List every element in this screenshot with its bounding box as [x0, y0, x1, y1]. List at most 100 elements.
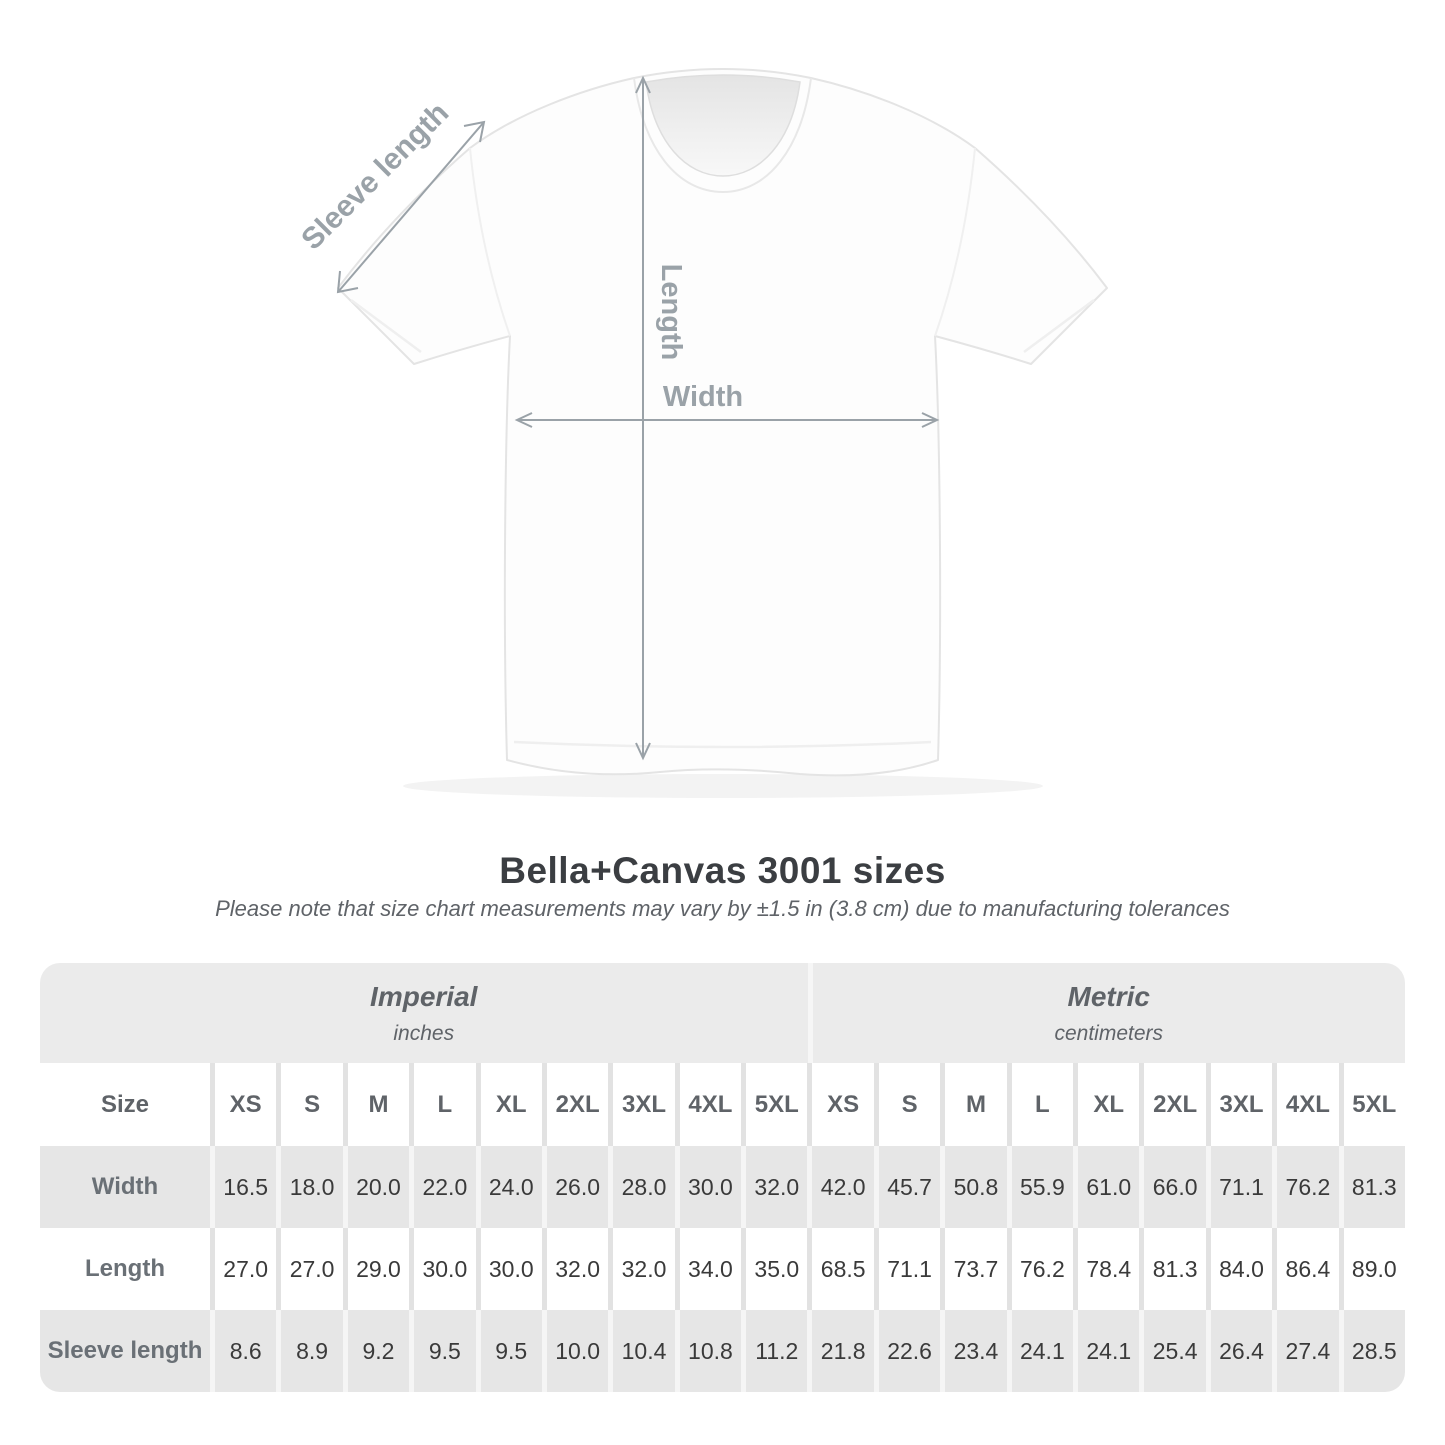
left-cuff-hem	[350, 298, 422, 354]
value-cell: 32.0	[608, 1228, 674, 1310]
size-cell: 4XL	[674, 1063, 741, 1146]
imperial-group-header: Imperial inches	[40, 963, 808, 1063]
value-cell: 32.0	[741, 1146, 807, 1228]
value-cell: 89.0	[1338, 1228, 1405, 1310]
value-cell: 8.9	[276, 1310, 342, 1392]
size-cell: S	[873, 1063, 940, 1146]
value-cell: 27.4	[1272, 1310, 1338, 1392]
collar-seam	[633, 77, 812, 194]
size-cell: M	[342, 1063, 409, 1146]
value-cell: 23.4	[940, 1310, 1006, 1392]
value-cell: 24.0	[475, 1146, 542, 1228]
value-cell: 26.0	[541, 1146, 608, 1228]
tolerance-note: Please note that size chart measurements…	[215, 896, 1230, 921]
neck-opening	[645, 74, 801, 177]
value-cell: 68.5	[807, 1228, 873, 1310]
width-arrow	[514, 412, 940, 428]
page-title: Bella+Canvas 3001 sizes	[499, 850, 946, 891]
value-cell: 22.0	[409, 1146, 475, 1228]
row-label: Length	[85, 1255, 165, 1282]
value-cell: 55.9	[1006, 1146, 1073, 1228]
size-cell: 2XL	[541, 1063, 608, 1146]
value-cell: 81.3	[1338, 1146, 1405, 1228]
value-cell: 16.5	[210, 1146, 276, 1228]
value-cell: 22.6	[873, 1310, 940, 1392]
value-cell: 84.0	[1205, 1228, 1272, 1310]
value-cell: 9.5	[475, 1310, 542, 1392]
value-cell: 11.2	[741, 1310, 807, 1392]
table-row-width: Width 16.5 18.0 20.0 22.0 24.0 26.0 28.0…	[40, 1146, 1405, 1228]
size-cell: 5XL	[1338, 1063, 1405, 1146]
value-cell: 21.8	[807, 1310, 873, 1392]
size-cell: 3XL	[1205, 1063, 1272, 1146]
size-cell: S	[276, 1063, 342, 1146]
value-cell: 71.1	[873, 1228, 940, 1310]
size-cell: XS	[807, 1063, 873, 1146]
length-arrow	[635, 75, 651, 761]
value-cell: 26.4	[1205, 1310, 1272, 1392]
value-cell: 30.0	[674, 1146, 741, 1228]
table-row-sleeve-length: Sleeve length 8.6 8.9 9.2 9.5 9.5 10.0 1…	[40, 1310, 1405, 1392]
metric-group-header: Metric centimeters	[807, 963, 1406, 1063]
value-cell: 27.0	[210, 1228, 276, 1310]
value-cell: 20.0	[342, 1146, 409, 1228]
value-cell: 10.8	[674, 1310, 741, 1392]
size-cell: XL	[475, 1063, 542, 1146]
tshirt-measurement-diagram: Sleeve length Length Width	[295, 68, 1108, 798]
value-cell: 66.0	[1139, 1146, 1205, 1228]
imperial-group-name: Imperial	[370, 980, 478, 1012]
right-sleeve-seam	[934, 147, 976, 337]
value-cell: 81.3	[1139, 1228, 1205, 1310]
size-cell: L	[409, 1063, 475, 1146]
value-cell: 28.5	[1338, 1310, 1405, 1392]
value-cell: 78.4	[1073, 1228, 1139, 1310]
value-cell: 27.0	[276, 1228, 342, 1310]
value-cell: 32.0	[541, 1228, 608, 1310]
size-cell: XL	[1073, 1063, 1139, 1146]
value-cell: 30.0	[475, 1228, 542, 1310]
metric-group-name: Metric	[1067, 980, 1150, 1012]
size-cell: 3XL	[608, 1063, 674, 1146]
size-cell: M	[940, 1063, 1006, 1146]
value-cell: 10.4	[608, 1310, 674, 1392]
width-label: Width	[663, 381, 743, 413]
value-cell: 29.0	[342, 1228, 409, 1310]
metric-group-unit: centimeters	[1054, 1021, 1164, 1045]
value-cell: 30.0	[409, 1228, 475, 1310]
value-cell: 24.1	[1073, 1310, 1139, 1392]
value-cell: 45.7	[873, 1146, 940, 1228]
size-cell: XS	[210, 1063, 276, 1146]
sleeve-length-arrow	[336, 120, 486, 294]
value-cell: 76.2	[1006, 1228, 1073, 1310]
value-cell: 76.2	[1272, 1146, 1338, 1228]
value-cell: 71.1	[1205, 1146, 1272, 1228]
unit-group-row: Imperial inches Metric centimeters	[40, 963, 1405, 1063]
value-cell: 10.0	[541, 1310, 608, 1392]
value-cell: 42.0	[807, 1146, 873, 1228]
size-cell: L	[1006, 1063, 1073, 1146]
size-cell: 4XL	[1272, 1063, 1338, 1146]
value-cell: 9.2	[342, 1310, 409, 1392]
value-cell: 28.0	[608, 1146, 674, 1228]
right-cuff-hem	[1023, 298, 1095, 354]
value-cell: 8.6	[210, 1310, 276, 1392]
size-cell: 2XL	[1139, 1063, 1205, 1146]
value-cell: 35.0	[741, 1228, 807, 1310]
value-cell: 24.1	[1006, 1310, 1073, 1392]
table-row-length: Length 27.0 27.0 29.0 30.0 30.0 32.0 32.…	[40, 1228, 1405, 1310]
row-label: Width	[91, 1173, 159, 1200]
imperial-group-unit: inches	[393, 1021, 455, 1045]
size-header-label: Size	[100, 1090, 150, 1118]
row-label: Sleeve length	[47, 1337, 203, 1364]
size-cell: 5XL	[741, 1063, 807, 1146]
value-cell: 9.5	[409, 1310, 475, 1392]
size-table: Imperial inches Metric centimeters Size …	[40, 963, 1405, 1392]
left-sleeve-seam	[469, 147, 511, 337]
value-cell: 73.7	[940, 1228, 1006, 1310]
bottom-hem-stitch	[513, 740, 932, 749]
value-cell: 25.4	[1139, 1310, 1205, 1392]
value-cell: 18.0	[276, 1146, 342, 1228]
size-header-row: Size XS S M L XL 2XL 3XL 4XL 5XL XS S M …	[40, 1063, 1405, 1146]
value-cell: 86.4	[1272, 1228, 1338, 1310]
